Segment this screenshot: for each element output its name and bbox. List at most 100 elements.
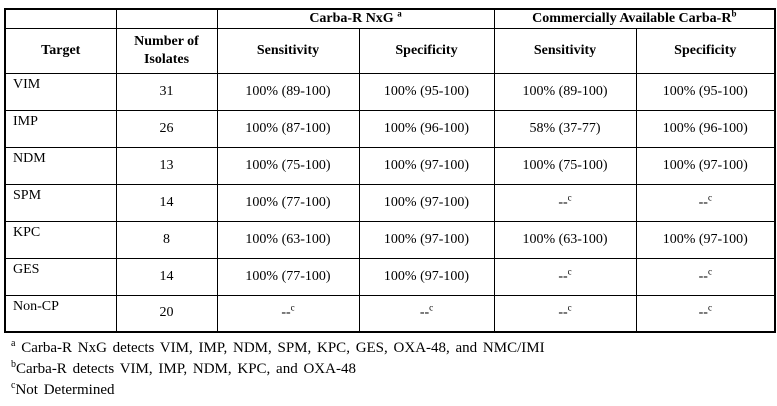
isolates-cell: 14 xyxy=(115,257,218,296)
carba-sensitivity-cell: --c xyxy=(493,294,637,333)
nxg-sensitivity-cell: 100% (87-100) xyxy=(216,109,360,148)
header-spacer-isolates xyxy=(115,8,218,29)
cell-value: -- xyxy=(558,305,568,321)
footnote-c-text: Not Determined xyxy=(15,382,115,398)
isolates-cell: 13 xyxy=(115,146,218,185)
footnote-b-sup: b xyxy=(11,359,16,370)
table-row-kpc: KPC 8 100% (63-100) 100% (97-100) 100% (… xyxy=(4,220,776,259)
cell-value: 100% (97-100) xyxy=(662,157,748,173)
carba-specificity-cell: --c xyxy=(635,183,776,222)
cell-value: 100% (95-100) xyxy=(662,83,748,99)
group-header-nxg-label: Carba-R NxG xyxy=(309,10,394,26)
cell-value: 100% (97-100) xyxy=(383,268,470,284)
column-header-nxg-specificity: Specificity xyxy=(358,27,495,74)
nxg-specificity-cell: 100% (97-100) xyxy=(358,183,495,222)
cell-value: 100% (89-100) xyxy=(245,83,331,99)
nxg-specificity-cell: --c xyxy=(358,294,495,333)
table-row-imp: IMP 26 100% (87-100) 100% (96-100) 58% (… xyxy=(4,109,776,148)
carba-specificity-cell: 100% (97-100) xyxy=(635,220,776,259)
cell-value: -- xyxy=(558,268,568,284)
target-cell: VIM xyxy=(4,72,117,111)
target-cell: Non-CP xyxy=(4,294,117,333)
column-header-carba-specificity: Specificity xyxy=(635,27,776,74)
carba-specificity-cell: --c xyxy=(635,257,776,296)
cell-sup: c xyxy=(290,302,295,313)
nxg-sensitivity-cell: 100% (77-100) xyxy=(216,257,360,296)
header-spacer-target xyxy=(4,8,117,29)
cell-value: 100% (75-100) xyxy=(522,157,608,173)
target-cell: SPM xyxy=(4,183,117,222)
cell-value: 100% (96-100) xyxy=(662,120,748,136)
nxg-sensitivity-cell: 100% (63-100) xyxy=(216,220,360,259)
cell-value: -- xyxy=(698,305,708,321)
cell-value: -- xyxy=(419,305,430,321)
footnote-a-text: Carba-R NxG detects VIM, IMP, NDM, SPM, … xyxy=(15,340,545,356)
footnote-c-sup: c xyxy=(11,380,16,391)
cell-value: -- xyxy=(698,268,708,284)
results-table: Carba-R NxG a Commercially Available Car… xyxy=(4,8,777,333)
table-row-ges: GES 14 100% (77-100) 100% (97-100) --c -… xyxy=(4,257,776,296)
group-header-row: Carba-R NxG a Commercially Available Car… xyxy=(4,8,776,29)
group-header-carba-label: Commercially Available Carba-R xyxy=(532,10,732,26)
cell-value: 100% (77-100) xyxy=(245,268,331,284)
footnote-c: cNot Determined xyxy=(11,380,774,401)
column-header-isolates: Number of Isolates xyxy=(115,27,218,74)
group-header-carba: Commercially Available Carba-Rb xyxy=(493,8,776,29)
cell-sup: c xyxy=(707,265,712,276)
group-header-nxg-sup: a xyxy=(397,9,402,19)
cell-value: 100% (97-100) xyxy=(383,231,470,247)
target-cell: IMP xyxy=(4,109,117,148)
isolates-cell: 8 xyxy=(115,220,218,259)
carba-sensitivity-cell: 100% (75-100) xyxy=(493,146,637,185)
nxg-sensitivity-cell: 100% (75-100) xyxy=(216,146,360,185)
nxg-sensitivity-cell: 100% (89-100) xyxy=(216,72,360,111)
isolates-cell: 20 xyxy=(115,294,218,333)
nxg-specificity-cell: 100% (96-100) xyxy=(358,109,495,148)
cell-value: 100% (95-100) xyxy=(383,83,470,99)
footnote-b: bCarba-R detects VIM, IMP, NDM, KPC, and… xyxy=(11,359,774,380)
table-row-vim: VIM 31 100% (89-100) 100% (95-100) 100% … xyxy=(4,72,776,111)
cell-sup: c xyxy=(567,302,572,313)
carba-sensitivity-cell: 58% (37-77) xyxy=(493,109,637,148)
cell-value: 100% (89-100) xyxy=(522,83,608,99)
cell-sup: c xyxy=(707,302,712,313)
cell-value: -- xyxy=(558,194,568,210)
cell-value: 100% (97-100) xyxy=(383,194,470,210)
carba-sensitivity-cell: 100% (89-100) xyxy=(493,72,637,111)
footnote-b-text: Carba-R detects VIM, IMP, NDM, KPC, and … xyxy=(16,361,356,377)
carba-sensitivity-cell: --c xyxy=(493,257,637,296)
nxg-specificity-cell: 100% (97-100) xyxy=(358,220,495,259)
cell-value: 100% (63-100) xyxy=(522,231,608,247)
cell-value: 100% (97-100) xyxy=(662,231,748,247)
footnotes: a Carba-R NxG detects VIM, IMP, NDM, SPM… xyxy=(11,338,774,401)
cell-value: 100% (96-100) xyxy=(383,120,470,136)
carba-specificity-cell: 100% (96-100) xyxy=(635,109,776,148)
cell-value: 100% (63-100) xyxy=(245,231,331,247)
footnote-a: a Carba-R NxG detects VIM, IMP, NDM, SPM… xyxy=(11,338,774,359)
nxg-specificity-cell: 100% (97-100) xyxy=(358,146,495,185)
table-row-noncp: Non-CP 20 --c --c --c --c xyxy=(4,294,776,333)
cell-sup: c xyxy=(567,191,572,202)
cell-value: 100% (97-100) xyxy=(383,157,470,173)
isolates-cell: 26 xyxy=(115,109,218,148)
target-cell: NDM xyxy=(4,146,117,185)
carba-sensitivity-cell: 100% (63-100) xyxy=(493,220,637,259)
nxg-specificity-cell: 100% (95-100) xyxy=(358,72,495,111)
carba-sensitivity-cell: --c xyxy=(493,183,637,222)
cell-value: 100% (75-100) xyxy=(245,157,331,173)
footnote-a-sup: a xyxy=(11,338,16,349)
table-row-spm: SPM 14 100% (77-100) 100% (97-100) --c -… xyxy=(4,183,776,222)
carba-specificity-cell: 100% (95-100) xyxy=(635,72,776,111)
target-cell: KPC xyxy=(4,220,117,259)
column-header-nxg-sensitivity: Sensitivity xyxy=(216,27,360,74)
cell-sup: c xyxy=(707,191,712,202)
column-header-row: Target Number of Isolates Sensitivity Sp… xyxy=(4,27,776,74)
cell-value: -- xyxy=(698,194,708,210)
group-header-nxg: Carba-R NxG a xyxy=(216,8,495,29)
cell-value: 100% (77-100) xyxy=(245,194,331,210)
group-header-carba-sup: b xyxy=(731,9,737,19)
cell-sup: c xyxy=(429,302,434,313)
carba-specificity-cell: 100% (97-100) xyxy=(635,146,776,185)
nxg-sensitivity-cell: --c xyxy=(216,294,360,333)
